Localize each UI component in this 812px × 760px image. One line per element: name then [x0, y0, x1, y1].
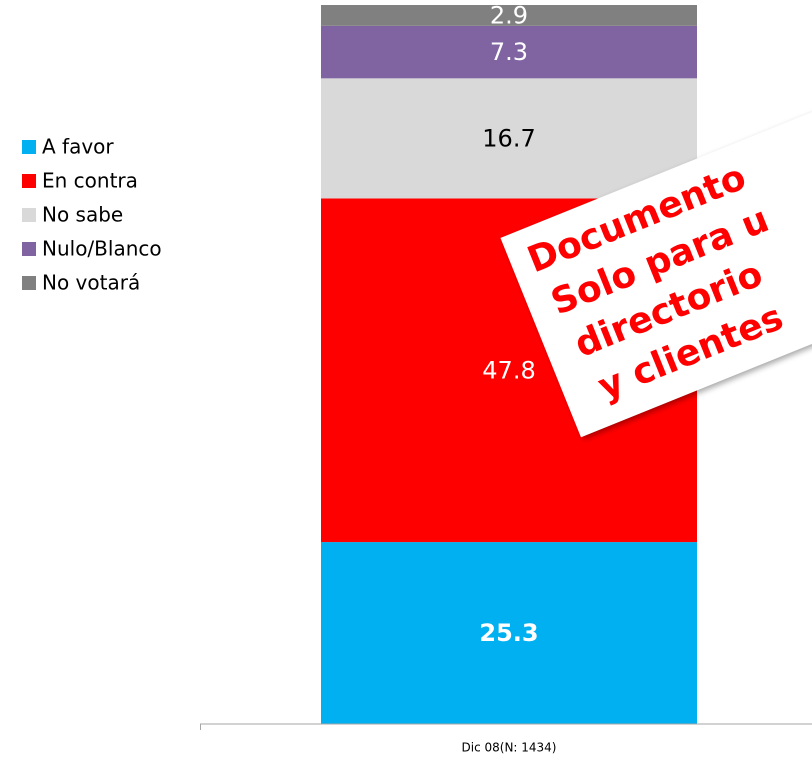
- legend-label: A favor: [42, 135, 114, 159]
- x-tick-label: Dic 08(N: 1434): [462, 741, 557, 755]
- bar-segment: [321, 25, 697, 79]
- legend-label: Nulo/Blanco: [42, 237, 162, 261]
- data-label: 47.8: [482, 356, 535, 384]
- bar-segment: [321, 5, 697, 26]
- data-label: 2.9: [490, 1, 528, 29]
- legend-swatch: [22, 174, 36, 188]
- legend-label: No sabe: [42, 203, 123, 227]
- data-label: 25.3: [479, 619, 538, 647]
- legend-label: En contra: [42, 169, 138, 193]
- bar-segment: [321, 78, 697, 199]
- legend-label: No votará: [42, 271, 140, 295]
- legend-swatch: [22, 242, 36, 256]
- legend-swatch: [22, 276, 36, 290]
- data-label: 7.3: [490, 38, 528, 66]
- data-label: 16.7: [482, 124, 535, 152]
- legend-swatch: [22, 140, 36, 154]
- watermark-box: [500, 110, 812, 438]
- legend-swatch: [22, 208, 36, 222]
- bar-segment: [321, 542, 697, 724]
